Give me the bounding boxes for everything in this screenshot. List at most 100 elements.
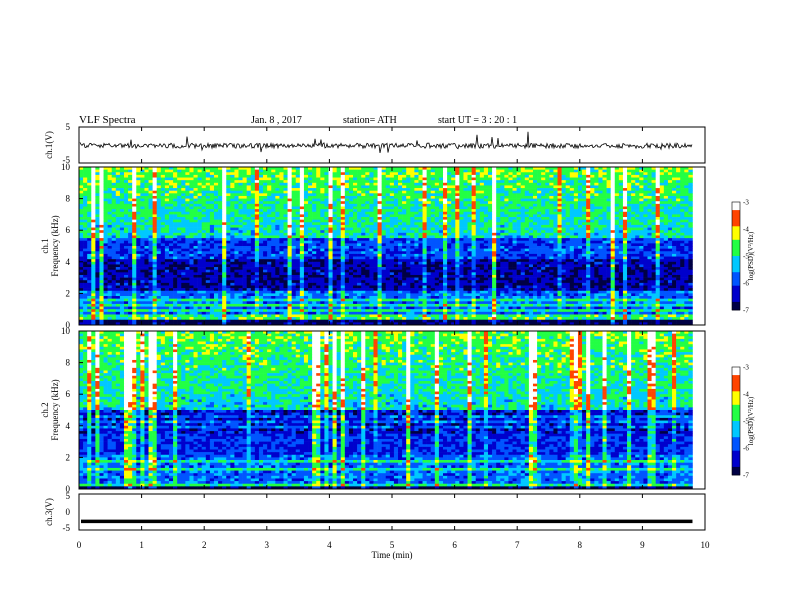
- spectrogram-cell: [635, 209, 640, 213]
- spectrogram-cell: [83, 222, 88, 226]
- spectrogram-cell: [618, 167, 624, 170]
- spectrogram-cell: [361, 227, 366, 231]
- spectrogram-cell: [185, 195, 190, 199]
- spectrogram-cell: [577, 248, 583, 252]
- spectrogram-cell: [91, 227, 96, 231]
- spectrogram-cell: [271, 203, 276, 207]
- spectrogram-cell: [107, 251, 113, 255]
- spectrogram-cell: [614, 177, 620, 181]
- spectrogram-cell: [250, 211, 256, 215]
- spectrogram-cell: [545, 185, 550, 189]
- spectrogram-cell: [684, 167, 689, 170]
- spectrogram-cell: [487, 206, 493, 210]
- spectrogram-cell: [164, 230, 170, 234]
- spectrogram-cell: [467, 172, 472, 176]
- spectrogram-cell: [254, 224, 260, 228]
- spectrogram-cell: [455, 180, 460, 184]
- spectrogram-cell: [561, 235, 566, 239]
- spectrogram-cell: [136, 222, 141, 226]
- spectrogram-cell: [398, 169, 403, 173]
- spectrogram-cell: [459, 190, 464, 194]
- spectrogram-cell: [123, 195, 129, 199]
- spectrogram-cell: [209, 246, 215, 249]
- spectrogram-cell: [222, 167, 227, 170]
- spectrogram-cell: [647, 185, 652, 189]
- spectrogram-cell: [361, 169, 366, 173]
- spectrogram-cell: [483, 227, 489, 231]
- spectrogram-cell: [406, 219, 411, 223]
- spectrogram-cell: [144, 214, 149, 218]
- spectrogram-cell: [271, 182, 276, 186]
- spectrogram-cell: [377, 198, 382, 202]
- spectrogram-cell: [222, 190, 227, 194]
- spectrogram-cell: [684, 182, 689, 186]
- spectrogram-cell: [418, 251, 423, 255]
- spectrogram-cell: [582, 203, 587, 207]
- spectrogram-cell: [173, 232, 178, 236]
- spectrogram-cell: [295, 227, 301, 231]
- spectrogram-cell: [136, 224, 141, 228]
- spectrogram-cell: [434, 167, 440, 170]
- spectrogram-cell: [316, 227, 321, 231]
- spectrogram-cell: [189, 193, 194, 197]
- spectrogram-cell: [459, 246, 464, 249]
- spectrogram-cell: [663, 169, 669, 173]
- spectrogram-cell: [549, 230, 554, 234]
- spectrogram-cell: [197, 214, 202, 218]
- spectrogram-cell: [680, 188, 685, 191]
- spectrogram-cell: [308, 174, 313, 178]
- spectrogram-cell: [312, 235, 317, 239]
- spectrogram-cell: [226, 193, 231, 197]
- spectrogram-cell: [87, 177, 92, 181]
- spectrogram-cell: [426, 206, 432, 210]
- spectrogram-cell: [398, 235, 403, 239]
- spectrogram-cell: [602, 169, 607, 173]
- spectrogram-cell: [643, 195, 648, 199]
- spectrogram-cell: [353, 193, 358, 197]
- spectrogram-cell: [279, 248, 284, 252]
- spectrogram-cell: [353, 230, 358, 234]
- spectrogram-cell: [230, 206, 235, 210]
- spectrogram-cell: [156, 238, 162, 242]
- spectrogram-cell: [181, 188, 186, 191]
- spectrogram-cell: [393, 185, 399, 189]
- spectrogram-cell: [647, 198, 652, 202]
- spectrogram-cell: [676, 246, 681, 249]
- spectrogram-cell: [393, 235, 399, 239]
- spectrogram-cell: [516, 232, 522, 236]
- spectrogram-cell: [451, 185, 456, 189]
- spectrogram-cell: [672, 167, 677, 170]
- spectrogram-cell: [357, 177, 362, 181]
- spectrogram-cell: [164, 203, 170, 207]
- spectrogram-cell: [234, 214, 239, 218]
- spectrogram-cell: [663, 230, 669, 234]
- spectrogram-cell: [389, 230, 395, 234]
- spectrogram-cell: [152, 243, 158, 247]
- spectrogram-cell: [95, 235, 100, 239]
- spectrogram-cell: [422, 193, 427, 197]
- spectrogram-cell: [340, 224, 346, 228]
- spectrogram-cell: [99, 182, 104, 186]
- spectrogram-cell: [459, 211, 464, 215]
- spectrogram-cell: [577, 177, 583, 181]
- spectrogram-cell: [209, 251, 215, 255]
- spectrogram-cell: [91, 167, 96, 170]
- spectrogram-cell: [475, 238, 481, 242]
- spectrogram-cell: [532, 219, 538, 223]
- spectrogram-cell: [107, 232, 113, 236]
- spectrogram-cell: [197, 198, 202, 202]
- spectrogram-cell: [479, 246, 485, 249]
- spectrogram-cell: [565, 188, 571, 191]
- spectrogram-cell: [418, 217, 423, 220]
- spectrogram-cell: [99, 167, 104, 170]
- spectrogram-cell: [242, 243, 247, 247]
- spectrogram-cell: [667, 172, 673, 176]
- spectrogram-cell: [627, 227, 632, 231]
- spectrogram-cell: [295, 214, 301, 218]
- spectrogram-cell: [557, 198, 562, 202]
- spectrogram-cell: [398, 222, 403, 226]
- spectrogram-cell: [672, 177, 677, 181]
- spectrogram-cell: [402, 222, 407, 226]
- spectrogram-cell: [561, 214, 566, 218]
- spectrogram-cell: [381, 217, 387, 220]
